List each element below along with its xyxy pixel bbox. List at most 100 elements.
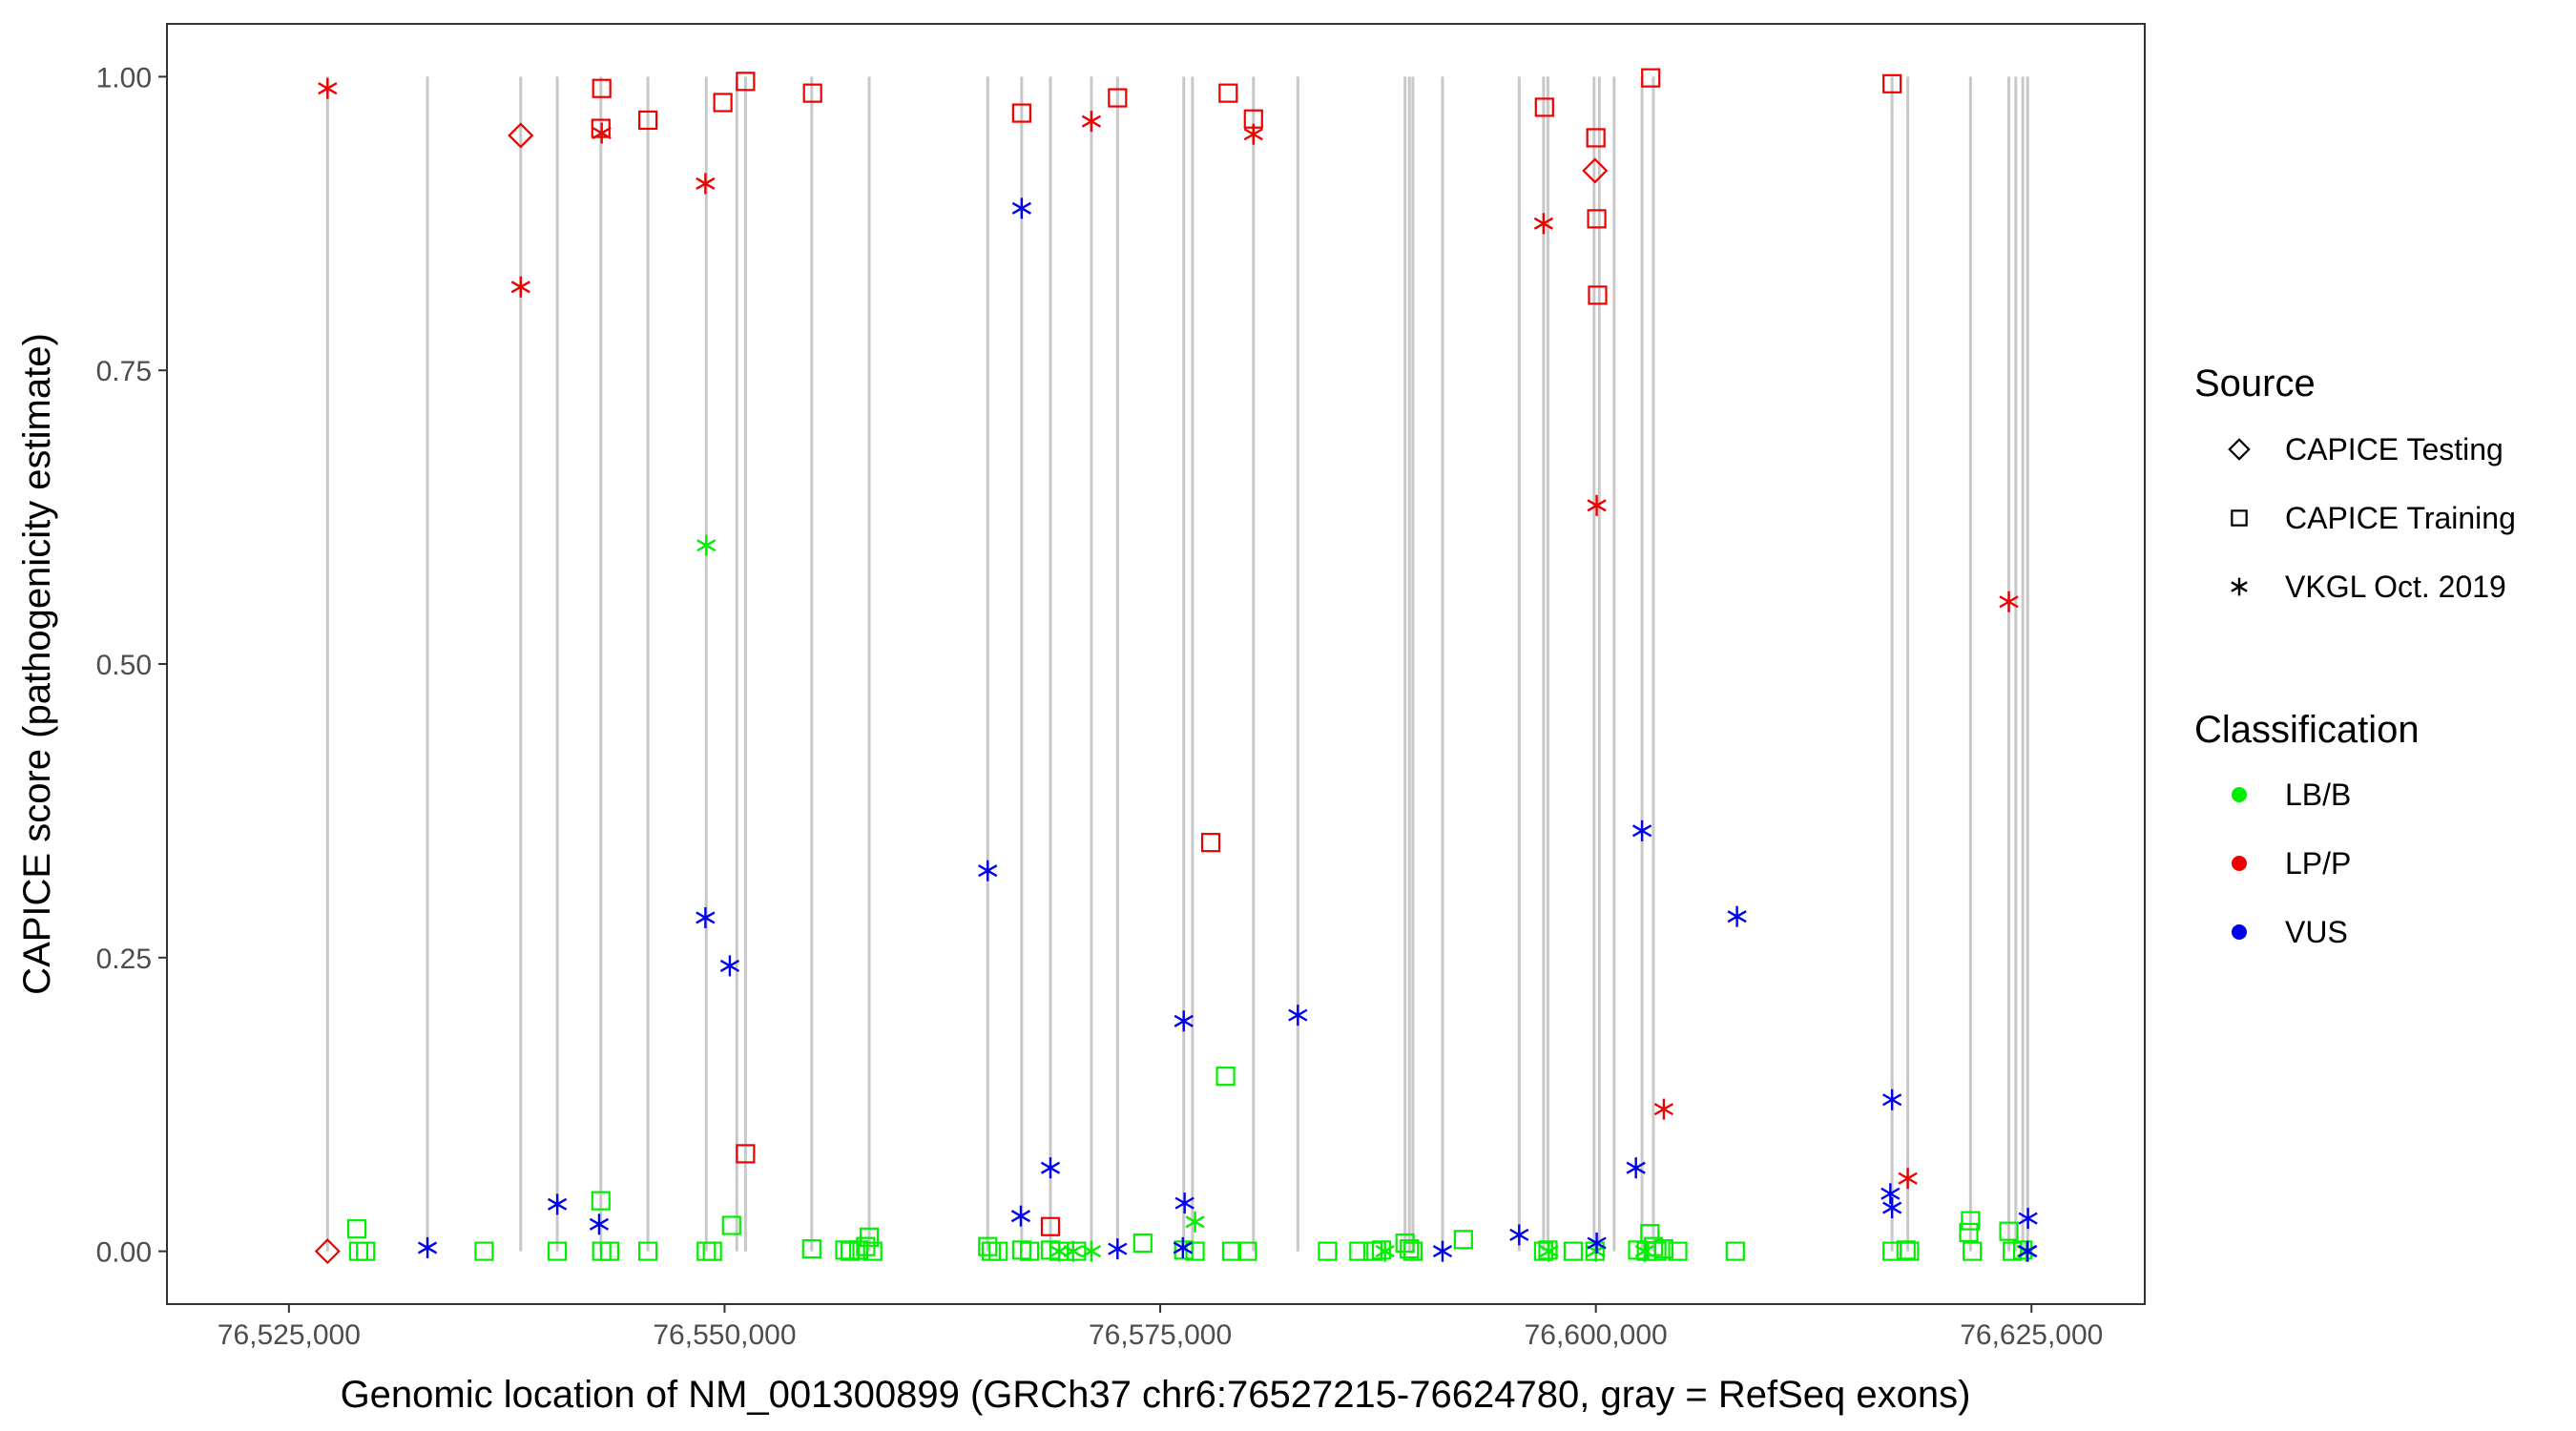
data-point-asterisk <box>719 955 740 977</box>
data-point-asterisk <box>1375 1240 1395 1262</box>
data-point-square <box>548 1241 568 1261</box>
data-point-square <box>1200 833 1221 853</box>
data-point-square <box>1725 1241 1745 1261</box>
data-point-asterisk <box>1880 1183 1901 1205</box>
data-point-square <box>474 1241 494 1261</box>
data-point-square <box>1371 1240 1392 1260</box>
data-point-asterisk <box>417 1236 438 1258</box>
data-point-square <box>1237 1241 1257 1261</box>
data-point-asterisk <box>1108 1238 1128 1260</box>
legend-label-source: CAPICE Testing <box>2285 432 2503 467</box>
x-tick-label: 76,525,000 <box>218 1319 361 1351</box>
data-point-asterisk <box>1063 1240 1083 1262</box>
data-point-square <box>1586 128 1606 148</box>
data-point-asterisk <box>1011 197 1031 219</box>
data-point-square <box>591 1191 611 1211</box>
data-point-asterisk <box>1040 1157 1061 1179</box>
data-point-asterisk <box>978 860 998 881</box>
data-point-square <box>1221 1241 1242 1261</box>
data-point-asterisk <box>1999 591 2019 612</box>
data-point-square <box>1215 1067 1236 1087</box>
data-point-asterisk <box>2018 1240 2038 1262</box>
data-point-asterisk <box>1653 1098 1674 1120</box>
data-point-asterisk <box>2018 1208 2038 1230</box>
data-point-square <box>1402 1241 1423 1261</box>
data-point-square <box>1641 68 1661 88</box>
data-point-square <box>1882 73 1902 93</box>
data-point-square <box>1453 1230 1473 1250</box>
data-point-asterisk <box>1081 1240 1102 1262</box>
data-point-asterisk <box>592 122 612 144</box>
data-point-asterisk <box>1587 1232 1607 1254</box>
legend-key-square <box>2231 509 2248 527</box>
data-point-square <box>1318 1241 1338 1261</box>
data-point-square <box>1218 83 1238 103</box>
data-point-square <box>1132 1233 1153 1254</box>
data-point-square <box>1019 1241 1040 1261</box>
legend-title-source: Source <box>2194 363 2316 404</box>
y-tick-label: 0.50 <box>96 650 152 681</box>
legend-key-dot <box>2232 924 2247 940</box>
data-point-asterisk <box>1243 123 1263 145</box>
data-point-asterisk <box>1882 1089 1902 1110</box>
data-point-asterisk <box>547 1193 568 1215</box>
x-tick-label: 76,625,000 <box>1960 1319 2103 1351</box>
data-point-asterisk <box>1081 111 1102 133</box>
data-point-asterisk <box>1587 494 1607 516</box>
data-point-asterisk <box>1533 213 1554 235</box>
legend-label-source: VKGL Oct. 2019 <box>2285 570 2506 604</box>
y-tick-label: 1.00 <box>96 62 152 93</box>
data-point-square <box>713 93 733 113</box>
data-point-square <box>1588 285 1608 305</box>
data-point-square <box>592 78 612 98</box>
data-point-square <box>346 1219 367 1239</box>
data-point-square <box>1400 1239 1420 1259</box>
legend-key-diamond <box>2228 438 2251 461</box>
data-point-square <box>801 1239 821 1259</box>
data-point-square <box>1185 1241 1205 1261</box>
data-point-asterisk <box>1432 1240 1453 1262</box>
data-point-asterisk <box>696 534 717 556</box>
data-point-square <box>637 110 658 131</box>
data-point-square <box>862 1241 883 1261</box>
data-point-asterisk <box>1631 819 1652 841</box>
data-point-square <box>978 1236 998 1256</box>
data-point-square <box>1653 1239 1674 1259</box>
data-point-square <box>1563 1241 1584 1261</box>
data-point-square <box>1896 1240 1916 1260</box>
data-point-asterisk <box>1882 1197 1902 1219</box>
data-point-asterisk <box>1509 1224 1529 1246</box>
data-point-square <box>599 1241 620 1261</box>
data-point-square <box>1534 97 1554 117</box>
legend-key-dot <box>2232 787 2247 802</box>
y-axis-title: CAPICE score (pathogenicity estimate) <box>16 333 58 995</box>
legend-label-classification: LB/B <box>2285 778 2351 812</box>
data-point-square <box>637 1241 658 1261</box>
legend-label-classification: VUS <box>2285 915 2348 949</box>
data-point-asterisk <box>696 906 716 928</box>
data-point-asterisk <box>1174 1192 1195 1214</box>
data-point-square <box>1668 1241 1688 1261</box>
data-point-asterisk <box>1634 1240 1654 1262</box>
data-point-square <box>1900 1241 1920 1261</box>
y-tick-label: 0.75 <box>96 356 152 387</box>
legend-label-source: CAPICE Training <box>2285 501 2516 535</box>
data-point-asterisk <box>1898 1168 1918 1190</box>
point-layer <box>314 68 2038 1265</box>
data-point-square <box>1959 1222 1979 1242</box>
data-point-asterisk <box>1173 1236 1193 1258</box>
data-point-square <box>1587 209 1607 229</box>
data-point-asterisk <box>1727 905 1747 927</box>
data-point-diamond <box>508 122 534 149</box>
y-tick-label: 0.25 <box>96 944 152 975</box>
legend-source-items: CAPICE Testing CAPICE Training VKGL Oct. 2… <box>2228 432 2516 604</box>
data-point-asterisk <box>589 1213 610 1235</box>
data-point-square <box>736 1144 756 1164</box>
data-point-square <box>1999 1221 2019 1241</box>
data-point-asterisk <box>1539 1240 1559 1262</box>
data-point-asterisk <box>510 276 530 298</box>
data-point-square <box>702 1241 722 1261</box>
x-axis: 76,525,000 76,550,000 76,575,000 76,600,000… <box>218 1304 2103 1351</box>
data-point-diamond <box>1582 157 1609 184</box>
